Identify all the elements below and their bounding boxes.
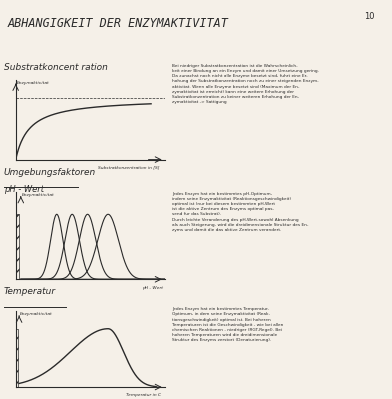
Text: Jedes Enzym hat ein bestimmtes Temperatur-
Optimum, in dem seine Enzymaktivitat : Jedes Enzym hat ein bestimmtes Temperatu… [172,307,284,342]
Text: pH - Wert: pH - Wert [4,184,44,194]
Text: pH - Wert: pH - Wert [142,286,163,290]
Bar [15,214,19,279]
Text: Substratkonzentration in [S]: Substratkonzentration in [S] [98,166,159,170]
Text: Enzymaktivitat: Enzymaktivitat [17,81,50,85]
Text: Jedes Enzym hat ein bestimmtes pH-Optimum,
indem seine Enzymaktivitat (Reaktions: Jedes Enzym hat ein bestimmtes pH-Optimu… [172,192,309,232]
Text: Temperatur in C: Temperatur in C [126,393,161,397]
Text: Temperatur: Temperatur [4,287,56,296]
Bar [15,329,18,387]
Bar [6,98,13,160]
Text: Enzymaktivitat: Enzymaktivitat [20,312,53,316]
Text: Bei niedriger Substratkonzentration ist die Wahrscheinlich-
keit einer Bindung a: Bei niedriger Substratkonzentration ist … [172,64,319,104]
Text: 10: 10 [365,12,375,21]
Text: Enzymaktivitat: Enzymaktivitat [22,193,55,197]
Text: ABHANGIGKEIT DER ENZYMAKTIVITAT: ABHANGIGKEIT DER ENZYMAKTIVITAT [8,18,229,30]
Text: Umgebungsfaktoren: Umgebungsfaktoren [4,168,96,177]
Text: Substratkoncent ration: Substratkoncent ration [4,63,108,72]
